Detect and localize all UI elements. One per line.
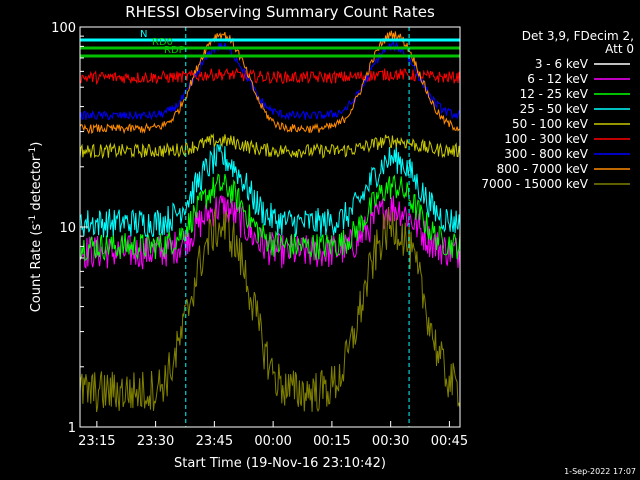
generated-date: 1-Sep-2022 17:07 bbox=[564, 467, 636, 476]
x-axis-label: Start Time (19-Nov-16 23:10:42) bbox=[174, 456, 386, 471]
x-tick-label: 23:45 bbox=[196, 434, 233, 449]
y-axis-label-sup1: -1 bbox=[28, 215, 38, 224]
series-line-6 bbox=[79, 40, 461, 121]
series-line-8 bbox=[79, 207, 461, 413]
legend-label: 100 - 300 keV bbox=[504, 132, 588, 146]
y-tick-label: 1 bbox=[68, 421, 76, 436]
x-tick-label: 23:15 bbox=[78, 434, 115, 449]
y-axis: 100 10 1 bbox=[51, 21, 88, 436]
x-tick-label: 00:30 bbox=[372, 434, 409, 449]
series-line-2 bbox=[79, 173, 461, 262]
series-line-5 bbox=[79, 67, 461, 85]
y-axis-label-part1: Count Rate (s bbox=[29, 224, 44, 313]
legend-label: 6 - 12 keV bbox=[527, 72, 589, 86]
x-tick-label: 00:45 bbox=[431, 434, 468, 449]
y-axis-label-sup2: -1 bbox=[28, 147, 38, 156]
legend-label: 300 - 800 keV bbox=[504, 147, 588, 161]
y-tick-label: 10 bbox=[59, 221, 76, 236]
series-line-3 bbox=[79, 143, 461, 238]
y-axis-label-part3: ) bbox=[29, 142, 44, 147]
chart-title: RHESSI Observing Summary Count Rates bbox=[125, 3, 435, 21]
x-tick-label: 00:15 bbox=[313, 434, 350, 449]
legend-label: 50 - 100 keV bbox=[512, 117, 589, 131]
x-axis: 23:15 23:30 23:45 00:00 00:15 00:30 00:45 bbox=[78, 421, 468, 449]
legend-header-line1: Det 3,9, FDecim 2, bbox=[522, 29, 634, 43]
y-tick-label: 100 bbox=[51, 21, 76, 36]
legend-label: 3 - 6 keV bbox=[535, 57, 589, 71]
x-tick-label: 00:00 bbox=[254, 434, 291, 449]
x-tick-label: 23:30 bbox=[137, 434, 174, 449]
flag-label-n: N bbox=[140, 29, 147, 40]
flag-label-rd0: RD0 bbox=[152, 37, 173, 48]
flag-label-rdp: RDP bbox=[164, 45, 185, 56]
legend-header-line2: Att 0 bbox=[605, 42, 634, 56]
legend-label: 7000 - 15000 keV bbox=[481, 177, 588, 191]
legend-label: 800 - 7000 keV bbox=[497, 162, 589, 176]
y-axis-label-part2: detector bbox=[29, 155, 44, 215]
legend-label: 12 - 25 keV bbox=[520, 87, 589, 101]
series-line-4 bbox=[79, 133, 461, 160]
y-axis-label: Count Rate (s-1 detector-1) bbox=[28, 142, 44, 313]
legend-label: 25 - 50 keV bbox=[520, 102, 589, 116]
